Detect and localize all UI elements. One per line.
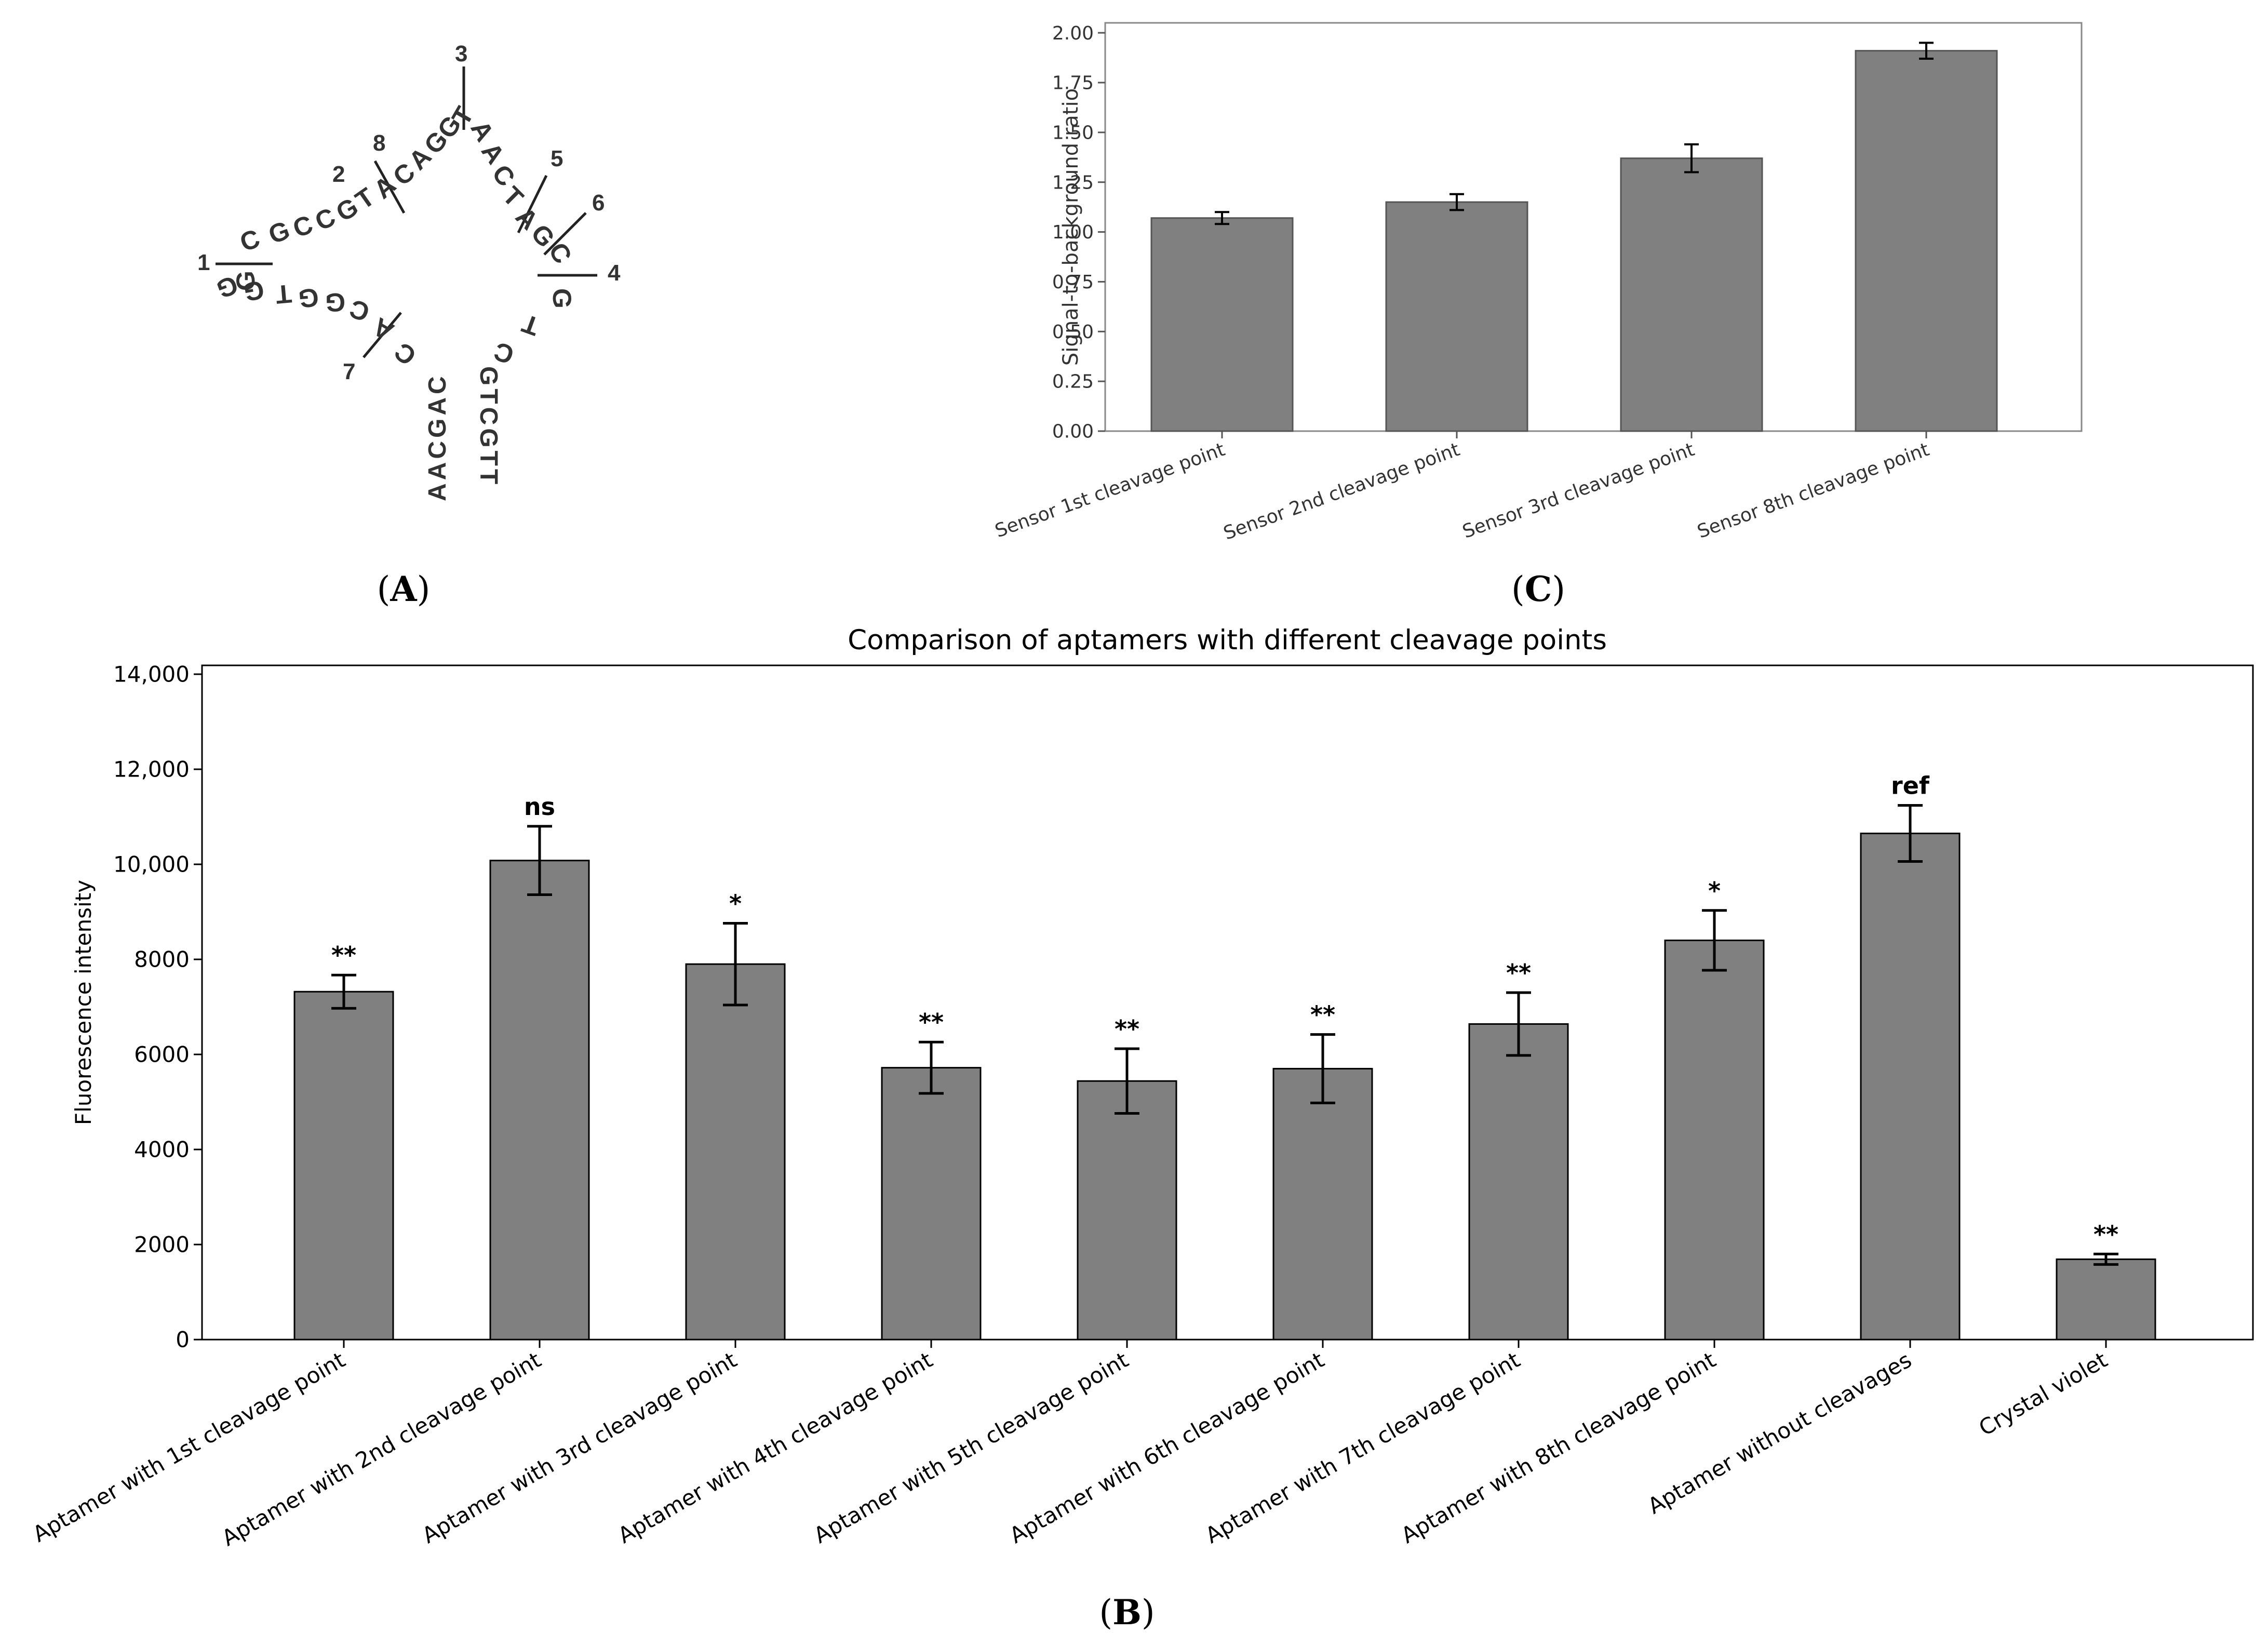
y-axis: 0 2000 4000 6000 8000 10,000 12,000 14,000 [113, 662, 202, 1353]
y-axis-label: Fluorescence intensity [71, 880, 96, 1125]
bar [293, 991, 394, 1341]
y-tick-label: 0.25 [1052, 371, 1094, 393]
y-tick-label: 6000 [134, 1042, 190, 1067]
bar [2056, 1258, 2156, 1341]
bar [1077, 1080, 1177, 1341]
significance-label: ** [1115, 1015, 1139, 1043]
cleavage-line-2 [373, 160, 406, 214]
y-tick-label: 10,000 [113, 852, 190, 877]
stem-left: AACGAC [424, 373, 451, 501]
plot-frame [201, 664, 2254, 1341]
bar [685, 963, 786, 1341]
significance-label: ** [1506, 959, 1531, 987]
plot-frame [1104, 22, 2083, 432]
cleavage-line-7 [363, 312, 402, 358]
bar [489, 860, 590, 1341]
bar [881, 1067, 982, 1341]
y-tick-label: 1.50 [1052, 122, 1094, 143]
significance-label: ref [1891, 772, 1930, 800]
y-tick-label: 0.00 [1052, 421, 1094, 443]
y-tick-label: 12,000 [113, 757, 190, 782]
bar [1860, 833, 1961, 1341]
y-tick-label: 1.75 [1052, 73, 1094, 94]
y-tick-label: 4000 [134, 1137, 190, 1162]
bar [1620, 157, 1763, 432]
y-tick-label: 2.00 [1052, 23, 1094, 44]
significance-label: ns [524, 793, 555, 821]
significance-label: ** [919, 1008, 944, 1036]
y-tick-label: 1.00 [1052, 222, 1094, 243]
bar [1150, 217, 1294, 432]
bar [1272, 1067, 1373, 1341]
significance-label: ** [331, 941, 356, 969]
nucleotide: G [241, 275, 266, 307]
cleavage-line-5 [517, 175, 548, 234]
cleavage-number-6: 6 [592, 190, 605, 216]
cleavage-number-5: 5 [551, 146, 563, 171]
significance-label: ** [1310, 1001, 1335, 1029]
cleavage-number-1: 1 [197, 250, 210, 275]
aptamer-structure-panel: 1 2 3 5 6 4 7 8 G C G C C G T A C A G G … [197, 41, 621, 501]
cleavage-line-6 [543, 212, 587, 256]
y-tick-label: 0 [176, 1327, 190, 1353]
y-axis-label: Signal-to-background ratio [1059, 88, 1083, 366]
chart-title: Comparison of aptamers with different cl… [848, 624, 1607, 656]
y-tick-label: 2000 [134, 1232, 190, 1258]
panel-label-c: (C) [1511, 569, 1565, 609]
y-axis: 0.00 0.25 0.50 0.75 1.00 1.25 1.50 1.75 2.00 [1052, 23, 1105, 443]
cleavage-number-4: 4 [608, 260, 621, 286]
significance-label: ** [2093, 1220, 2118, 1248]
y-tick-label: 8000 [134, 947, 190, 972]
stem-right: GTCGTT [475, 366, 502, 487]
y-tick-label: 0.75 [1052, 272, 1094, 293]
nucleotide: G [231, 271, 260, 291]
nucleotide: G [325, 288, 345, 317]
bar [1855, 50, 1998, 432]
cleavage-number-2: 2 [332, 162, 345, 187]
panel-label-a: (A) [377, 569, 431, 609]
nucleotide: G [547, 288, 576, 309]
panel-label-b: (B) [1099, 1592, 1155, 1633]
bars [1150, 42, 1998, 432]
cleavage-number-7: 7 [343, 359, 355, 384]
bar [1385, 201, 1528, 432]
bar [1468, 1023, 1569, 1341]
nucleotide: T [275, 279, 293, 309]
cleavage-number-8: 8 [373, 130, 385, 156]
bar [1664, 939, 1765, 1341]
y-tick-label: 14,000 [113, 662, 190, 687]
nucleotide: G [297, 283, 320, 313]
significance-label: * [1708, 877, 1721, 905]
y-tick-label: 0.50 [1052, 322, 1094, 343]
y-tick-label: 1.25 [1052, 172, 1094, 193]
significance-label: * [729, 889, 742, 917]
cleavage-number-3: 3 [455, 41, 467, 66]
